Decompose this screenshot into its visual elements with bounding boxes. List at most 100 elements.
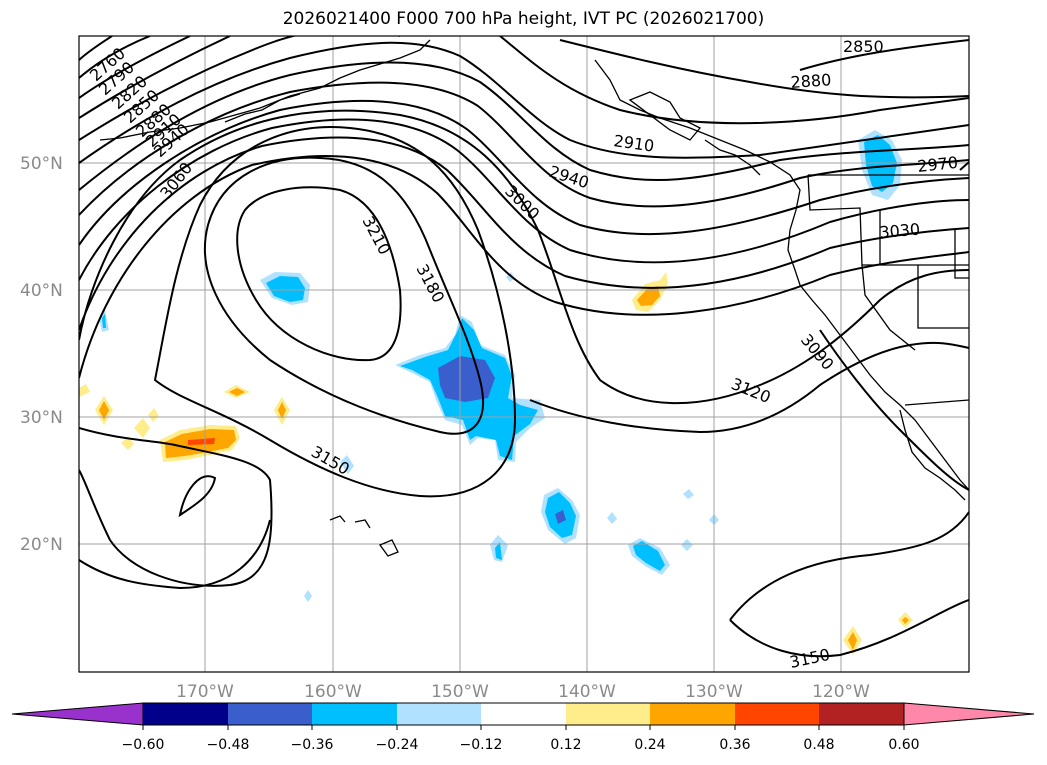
lat-label: 40°N: [20, 281, 63, 301]
height-contour: [79, 41, 969, 164]
negative-anomaly-region: [506, 272, 515, 282]
lat-label: 50°N: [20, 154, 63, 174]
colorbar-tick-label: −0.12: [460, 737, 503, 753]
lon-label: 140°W: [558, 682, 616, 702]
state-border: [861, 264, 916, 351]
colorbar: −0.60 −0.48 −0.36 −0.24 −0.12 0.12 0.24 …: [11, 702, 1035, 753]
coastlines: [99, 39, 969, 557]
positive-anomaly-region: [134, 418, 150, 438]
colorbar-tick-label: −0.24: [376, 737, 419, 753]
height-contour: [819, 329, 969, 491]
contour-label: 3030: [879, 220, 921, 242]
colorbar-tick-label: −0.48: [207, 737, 250, 753]
height-contour: [236, 186, 402, 362]
height-contour: [79, 36, 191, 99]
colorbar-tick-label: −0.36: [291, 737, 334, 753]
hawaii-islands: [329, 515, 399, 557]
positive-anomaly-region: [229, 388, 245, 396]
contour-label: 2970: [916, 153, 958, 176]
positive-anomaly-region: [848, 632, 857, 650]
height-contour: [79, 427, 273, 587]
negative-anomaly-region: [681, 539, 693, 551]
height-contour: [79, 118, 969, 281]
height-contour: [79, 36, 151, 79]
lon-label: 160°W: [304, 682, 362, 702]
height-contour: [79, 155, 969, 379]
colorbar-tick-label: −0.60: [122, 737, 165, 753]
island-coastline: [628, 91, 702, 141]
height-contour: [153, 126, 517, 498]
colorbar-bin: [312, 703, 397, 725]
colorbar-bin: [566, 703, 650, 725]
colorbar-bin: [650, 703, 735, 725]
height-contour: [729, 511, 969, 621]
colorbar-tick-label: 0.24: [634, 737, 665, 753]
height-contour: [79, 519, 271, 590]
ivt-anomaly-shading: [79, 130, 913, 655]
lat-label: 30°N: [20, 408, 63, 428]
latitude-labels: 50°N 40°N 30°N 20°N: [20, 154, 63, 555]
negative-anomaly-region: [340, 455, 354, 474]
strong-negative-anomaly-region: [555, 510, 566, 524]
height-contour: [79, 99, 969, 246]
colorbar-bin: [819, 703, 904, 725]
height-contour: [729, 599, 969, 658]
positive-anomaly-region: [121, 436, 134, 450]
positive-anomaly-region: [79, 384, 90, 397]
map-border: [78, 35, 970, 673]
colorbar-tick-label: 0.60: [888, 737, 919, 753]
height-contours: [79, 36, 969, 658]
colorbar-tick-label: 0.36: [719, 737, 750, 753]
colorbar-frame: [142, 702, 905, 726]
lat-label: 20°N: [20, 535, 63, 555]
colorbar-ticks: [142, 725, 905, 730]
colorbar-bin: [735, 703, 819, 725]
height-contour: [79, 36, 113, 61]
contour-label: 2850: [843, 37, 884, 56]
colorbar-extend-max: [903, 702, 1035, 726]
island-coastline: [704, 139, 761, 176]
state-border: [807, 174, 969, 266]
colorbar-tick-label: 0.48: [803, 737, 834, 753]
plot-title: 2026021400 F000 700 hPa height, IVT PC (…: [282, 9, 765, 29]
map-area: [79, 36, 969, 672]
positive-anomaly-region: [99, 401, 109, 420]
negative-anomaly-region: [304, 590, 312, 602]
positive-anomaly-region: [278, 402, 286, 419]
height-contour: [203, 156, 485, 435]
height-contour: [178, 475, 217, 518]
strong-negative-anomaly-region: [438, 356, 495, 402]
height-contour: [499, 36, 969, 125]
strong-positive-anomaly-region: [188, 438, 215, 445]
colorbar-extend-min: [11, 702, 144, 726]
height-contour: [79, 61, 969, 191]
positive-anomaly-region: [637, 286, 660, 306]
height-contour: [79, 36, 231, 119]
negative-anomaly-region: [683, 489, 694, 499]
contour-label: 2880: [790, 70, 832, 92]
north-america-coastline: [594, 59, 969, 491]
colorbar-bin: [143, 703, 228, 725]
height-contour: [79, 109, 969, 405]
negative-anomaly-region: [495, 542, 502, 560]
state-border: [917, 265, 969, 329]
lon-label: 150°W: [431, 682, 489, 702]
lon-label: 130°W: [685, 682, 743, 702]
positive-anomaly-region: [902, 617, 909, 624]
colorbar-bin: [228, 703, 312, 725]
height-contour: [79, 36, 400, 141]
colorbar-bin: [481, 703, 566, 725]
negative-anomaly-region: [102, 314, 106, 328]
alaska-coastline: [99, 39, 431, 141]
baja-coastline: [899, 409, 966, 501]
negative-anomaly-region: [633, 541, 665, 571]
height-contour: [959, 161, 969, 171]
height-contour: [559, 39, 969, 99]
us-mexico-border: [904, 399, 969, 406]
negative-anomaly-region: [266, 276, 305, 302]
height-contour: [799, 39, 969, 71]
negative-anomaly-region: [607, 512, 617, 524]
state-border: [954, 230, 969, 279]
alaska-peninsula-coastline: [224, 93, 301, 123]
